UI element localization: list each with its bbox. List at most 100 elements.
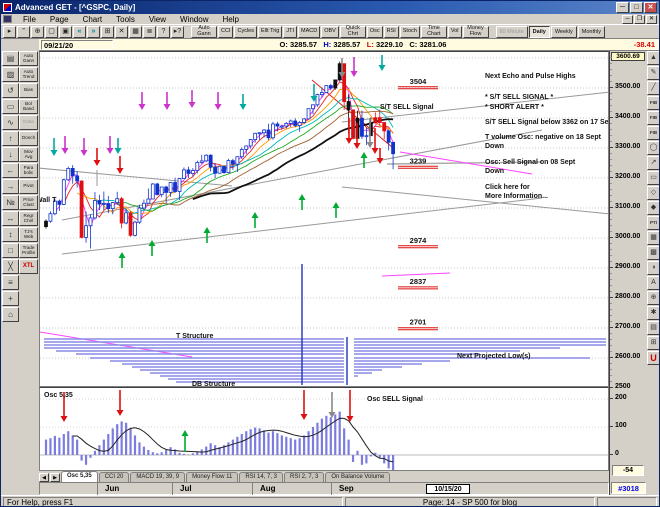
scroll-down-icon[interactable]: ↓ xyxy=(2,147,19,162)
pti-icon[interactable]: PTI xyxy=(646,216,659,230)
tab-macd-19-39-9[interactable]: MACD 19, 39, 9 xyxy=(130,472,186,482)
expand-icon[interactable]: ↕ xyxy=(2,227,19,242)
menu-window[interactable]: Window xyxy=(180,14,209,24)
menu-file[interactable]: File xyxy=(23,14,36,24)
minimize-button[interactable]: ─ xyxy=(616,2,629,13)
study-tool-mov-avg[interactable]: Mov Avg xyxy=(19,147,38,162)
oscillator-canvas[interactable]: Osc 5,35 Osc SELL Signal xyxy=(39,387,609,471)
scroll-left-icon[interactable]: ← xyxy=(2,163,19,178)
study-tool-bol-band[interactable]: Bol Band xyxy=(19,99,38,114)
fib-retracement-icon[interactable]: FIB RET xyxy=(646,96,659,110)
exit-icon[interactable]: ⌂ xyxy=(2,307,19,322)
menu-view[interactable]: View xyxy=(148,14,167,24)
period-button-daily[interactable]: Daily xyxy=(528,25,550,38)
expansion-icon[interactable]: ◇ xyxy=(646,186,659,200)
close-button[interactable]: ✕ xyxy=(644,2,657,13)
palette-icon[interactable]: ✱ xyxy=(646,306,659,320)
study-button-auto-gann[interactable]: Auto Gann xyxy=(191,25,217,38)
crosshair-icon[interactable]: + xyxy=(2,291,19,306)
arrow-tool-icon[interactable]: ↗ xyxy=(646,156,659,170)
help-icon[interactable]: ? xyxy=(157,25,170,38)
period-button-monthly[interactable]: Monthly xyxy=(577,25,606,38)
study-button-cycles[interactable]: Cycles xyxy=(234,25,257,38)
quotes-icon[interactable]: ” xyxy=(17,25,30,38)
study-tool-delta[interactable]: Delta xyxy=(19,115,38,130)
study-button-money-flow[interactable]: Money Flow xyxy=(462,25,489,38)
menu-help[interactable]: Help xyxy=(222,14,239,24)
study-tool-trade-profile[interactable]: Trade Profile xyxy=(19,243,38,258)
tab-cci-20[interactable]: CCI 20 xyxy=(98,472,130,482)
scroll-right-icon[interactable]: → xyxy=(2,179,19,194)
study-button-cci[interactable]: CCI xyxy=(218,25,234,38)
undo-icon[interactable]: U xyxy=(646,351,659,365)
new-page-icon[interactable]: ▢ xyxy=(45,25,58,38)
ellipse-icon[interactable]: ◯ xyxy=(646,141,659,155)
maximize-button[interactable]: □ xyxy=(630,2,643,13)
study-tool-bias[interactable]: Bias xyxy=(19,83,38,98)
context-help-icon[interactable]: ▸? xyxy=(171,25,184,38)
page-forward-icon[interactable]: » xyxy=(87,25,100,38)
fib-extension-icon[interactable]: FIB EXT xyxy=(646,111,659,125)
text-tool-icon[interactable]: A xyxy=(646,276,659,290)
trendline-icon[interactable]: ╱ xyxy=(646,81,659,95)
box-tool-icon[interactable]: □ xyxy=(2,243,19,258)
tab-scroll-left[interactable]: ◀ xyxy=(39,473,49,482)
study-tool-auto-trend[interactable]: Auto Trend xyxy=(19,67,38,82)
tab-scroll-right[interactable]: ▶ xyxy=(50,473,60,482)
study-button-ellt-trig[interactable]: Ellt Trig xyxy=(258,25,283,38)
fib-time-icon[interactable]: FIB TME xyxy=(646,126,659,140)
scroll-up-icon[interactable]: ▲ xyxy=(646,51,659,65)
gann-angles-icon[interactable]: ≡ xyxy=(2,275,19,290)
mdi-close-button[interactable]: ✕ xyxy=(646,14,657,24)
mdi-restore-button[interactable]: ❐ xyxy=(634,14,645,24)
study-tool-pivot[interactable]: Pivot xyxy=(19,179,38,194)
delete-icon[interactable]: ✕ xyxy=(115,25,128,38)
study-ruler-icon[interactable]: ▭ xyxy=(2,99,19,114)
study-tool-para-bolic[interactable]: Para bolic xyxy=(19,163,38,178)
pencil-icon[interactable]: ✎ xyxy=(646,66,659,80)
copy-icon[interactable]: ⊞ xyxy=(646,336,659,350)
tab-rsi-14-7-3[interactable]: RSI 14, 7, 3 xyxy=(239,472,283,482)
tab-money-flow-11[interactable]: Money Flow 11 xyxy=(186,472,239,482)
study-button-rsi[interactable]: RSI xyxy=(383,25,399,38)
tab-on-balance-volume[interactable]: On Balance Volume xyxy=(325,472,391,482)
study-button-macd[interactable]: MACD xyxy=(297,25,321,38)
study-button-stoch[interactable]: Stoch xyxy=(399,25,420,38)
study-button-jti[interactable]: JTI xyxy=(283,25,297,38)
zoom-in-icon[interactable]: ⊕ xyxy=(646,291,659,305)
colors-icon[interactable]: ▨ xyxy=(2,67,19,82)
gann-diamond-icon[interactable]: ◆ xyxy=(646,201,659,215)
menu-chart[interactable]: Chart xyxy=(82,14,103,24)
trend-lines-icon[interactable]: ╳ xyxy=(2,259,19,274)
more-info-link-line2[interactable]: More Information... xyxy=(485,193,548,200)
zoom-icon[interactable]: ⊕ xyxy=(31,25,44,38)
new-chart-icon[interactable]: ▦ xyxy=(129,25,142,38)
mob-icon[interactable]: ▩ xyxy=(646,246,659,260)
quick-reset-icon[interactable]: ↺ xyxy=(2,83,19,98)
compress-icon[interactable]: ↔ xyxy=(2,211,19,226)
bar-count-icon[interactable]: № xyxy=(2,195,19,210)
chart-mdi-icon[interactable] xyxy=(3,15,12,23)
study-button-quick-chrt[interactable]: Quick Chrt xyxy=(339,25,366,38)
open-page-icon[interactable]: ▣ xyxy=(59,25,72,38)
study-button-osc[interactable]: Osc xyxy=(366,25,383,38)
tab-rsi-2-7-3[interactable]: RSI 2, 7, 3 xyxy=(284,472,325,482)
page-back-icon[interactable]: « xyxy=(73,25,86,38)
study-button-time-chart[interactable]: Time Chart xyxy=(420,25,447,38)
study-tool-auto-gann[interactable]: Auto Gann xyxy=(19,51,38,66)
scroll-up-icon[interactable]: ↑ xyxy=(2,131,19,146)
print-icon[interactable]: ≣ xyxy=(143,25,156,38)
pointer-icon[interactable]: ▸ xyxy=(3,25,16,38)
study-tool-price-clust[interactable]: Price Clust xyxy=(19,195,38,210)
rectangle-icon[interactable]: ▭ xyxy=(646,171,659,185)
price-chart-canvas[interactable]: 3504 3239 2974 2837 2701 Wall T S/T SELL Signa… xyxy=(39,51,609,387)
elliott-wave-icon[interactable]: ∿ xyxy=(2,115,19,130)
study-tool-regr-chnl[interactable]: Regr Chnl xyxy=(19,211,38,226)
menu-page[interactable]: Page xyxy=(49,14,69,24)
period-button-weekly[interactable]: Weekly xyxy=(550,25,577,38)
study-button-vol[interactable]: Vol xyxy=(447,25,462,38)
study-tool-xtl[interactable]: XTL xyxy=(19,259,38,274)
mdi-minimize-button[interactable]: ─ xyxy=(622,14,633,24)
page-properties-icon[interactable]: ▤ xyxy=(2,51,19,66)
grid-icon[interactable]: ▦ xyxy=(646,231,659,245)
